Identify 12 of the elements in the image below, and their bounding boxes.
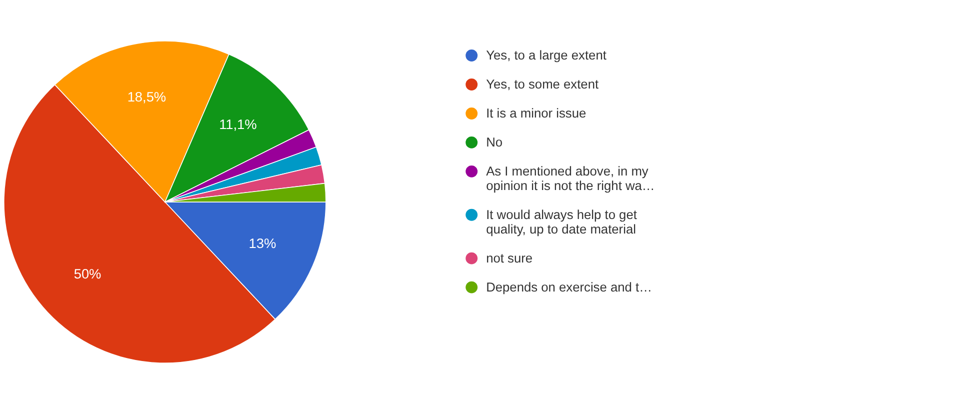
legend-label: Yes, to some extent [486, 76, 599, 92]
legend-label: It would always help to get quality, up to date material [486, 206, 638, 236]
legend-label: Depends on exercise and t… [486, 279, 652, 294]
legend-label: Yes, to a large extent [486, 48, 607, 63]
data-label: 13% [248, 236, 276, 252]
legend-label: It is a minor issue [486, 106, 586, 120]
data-label: 18,5% [127, 89, 166, 104]
data-label: 11,1% [219, 116, 257, 132]
legend-label: As I mentioned above, in my opinion it is not the right wa… [486, 163, 655, 193]
legend-label: No [486, 134, 503, 150]
data-label: 50% [74, 266, 102, 282]
legend-label: not sure [486, 250, 533, 266]
